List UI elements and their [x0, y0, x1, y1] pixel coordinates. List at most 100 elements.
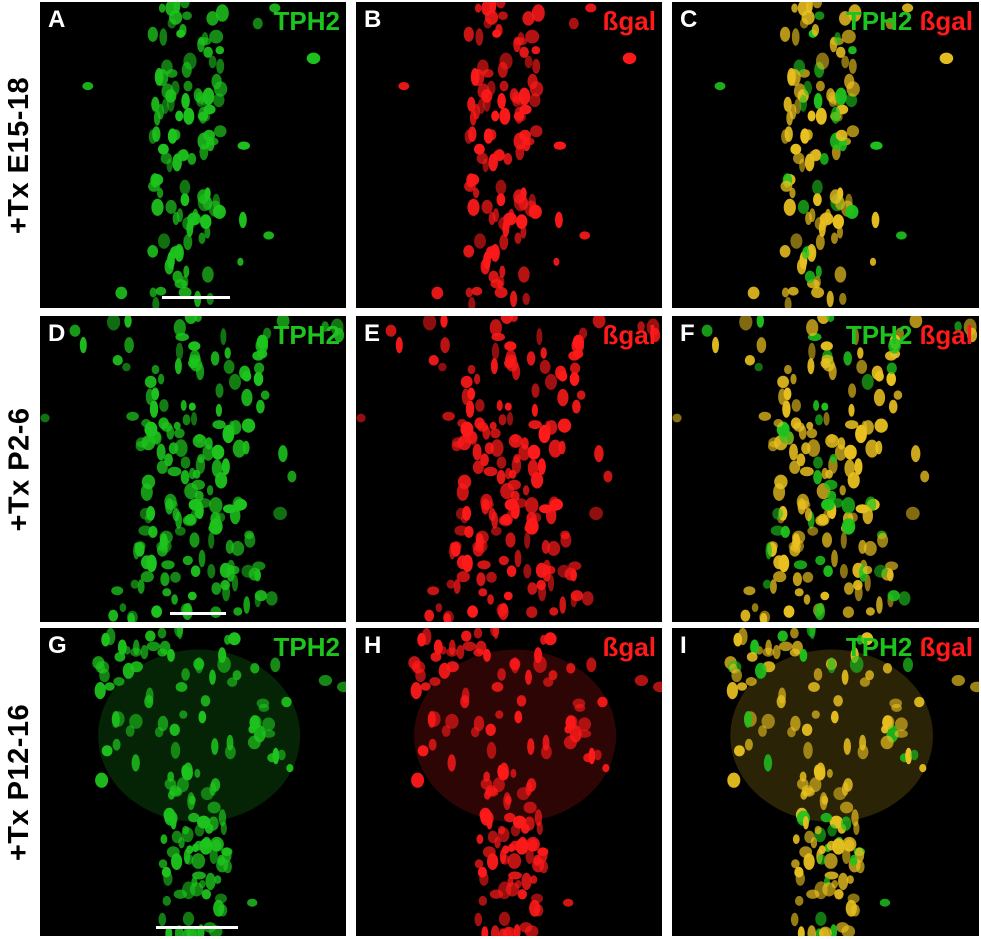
- cell-body: [475, 533, 484, 550]
- cell-body: [566, 663, 576, 674]
- cell-body: [463, 245, 475, 258]
- cell-body: [209, 518, 223, 535]
- cell-body: [525, 29, 540, 44]
- cell-body: [744, 738, 753, 751]
- cell-body: [548, 670, 558, 681]
- cell-body: [486, 816, 493, 830]
- cell-body: [841, 55, 850, 69]
- cell-body: [146, 641, 161, 652]
- cell-body: [531, 893, 543, 904]
- cell-body: [495, 710, 504, 719]
- cell-body: [842, 606, 854, 618]
- cell-body: [813, 456, 823, 469]
- row-label-p2-6: +Tx P2-6: [3, 406, 36, 532]
- cell-body: [858, 539, 867, 554]
- cell-body: [69, 324, 81, 337]
- cell-body: [423, 316, 437, 331]
- cell-body: [194, 316, 202, 322]
- cell-body: [898, 591, 911, 606]
- cell-body: [474, 143, 485, 155]
- cell-body: [822, 509, 830, 525]
- cell-body: [130, 579, 139, 589]
- cell-body: [841, 518, 856, 535]
- cell-body: [184, 854, 194, 865]
- cell-body: [131, 754, 140, 772]
- panel-letter: G: [48, 632, 67, 659]
- cell-body: [505, 467, 512, 480]
- cell-body: [214, 875, 222, 884]
- cell-body: [807, 439, 821, 457]
- cell-body: [914, 696, 925, 708]
- cell-body: [183, 80, 193, 92]
- cell-body: [127, 610, 138, 622]
- panel-letter: H: [364, 632, 382, 659]
- cell-body: [905, 747, 912, 765]
- cell-body: [202, 444, 214, 461]
- cell-body: [812, 2, 822, 9]
- cell-body: [157, 628, 167, 639]
- cell-body: [817, 316, 830, 324]
- cell-body: [517, 32, 525, 45]
- cell-body: [503, 591, 513, 601]
- cell-body: [905, 506, 920, 520]
- cell-body: [701, 324, 713, 337]
- fluorescence-image: [356, 316, 661, 622]
- cell-body: [773, 571, 787, 583]
- marker-label: TPH2 ßgal: [845, 6, 973, 36]
- cell-body: [514, 106, 524, 124]
- cell-body: [763, 754, 773, 772]
- cell-body: [252, 561, 266, 571]
- cell-body: [865, 439, 879, 458]
- cell-body: [903, 657, 913, 673]
- cell-body: [456, 483, 469, 501]
- cell-body: [527, 444, 541, 460]
- cell-body: [559, 596, 566, 614]
- cell-body: [464, 180, 476, 192]
- cell-body: [846, 875, 854, 884]
- cell-body: [794, 866, 804, 878]
- cell-body: [877, 532, 889, 548]
- cell-body: [586, 657, 597, 673]
- cell-body: [888, 399, 898, 414]
- cell-body: [507, 479, 521, 490]
- cell-body: [172, 211, 180, 225]
- cell-body: [151, 198, 164, 216]
- cell-body: [172, 270, 183, 283]
- cell-body: [483, 466, 498, 477]
- cell-body: [839, 564, 848, 579]
- panel-letter: I: [680, 632, 687, 659]
- cell-body: [512, 363, 521, 381]
- cell-body: [784, 297, 792, 308]
- cell-body: [844, 582, 854, 595]
- cell-body: [209, 669, 216, 685]
- cell-body: [435, 603, 443, 613]
- cell-body: [831, 106, 841, 124]
- cell-body: [171, 594, 178, 605]
- cell-body: [209, 497, 223, 514]
- cell-body: [780, 180, 793, 192]
- cell-body: [140, 483, 153, 501]
- cell-body: [824, 853, 838, 869]
- cell-body: [779, 641, 793, 652]
- cell-body: [183, 265, 190, 278]
- cell-body: [874, 418, 888, 433]
- cell-body: [140, 645, 149, 660]
- cell-body: [791, 399, 801, 412]
- cell-body: [845, 420, 859, 430]
- cell-body: [457, 419, 467, 428]
- cell-body: [791, 3, 798, 13]
- cell-body: [834, 266, 847, 283]
- cell-body: [857, 347, 864, 359]
- cell-body: [848, 58, 857, 74]
- cell-body: [802, 246, 810, 260]
- cell-body: [848, 46, 857, 55]
- cell-body: [808, 342, 816, 360]
- cell-body: [815, 52, 830, 70]
- cell-body: [745, 677, 757, 686]
- cell-body: [164, 453, 173, 467]
- cell-body: [318, 675, 333, 686]
- cell-body: [754, 362, 763, 372]
- cell-body: [190, 565, 201, 577]
- cell-body: [188, 498, 203, 511]
- cell-body: [170, 816, 177, 830]
